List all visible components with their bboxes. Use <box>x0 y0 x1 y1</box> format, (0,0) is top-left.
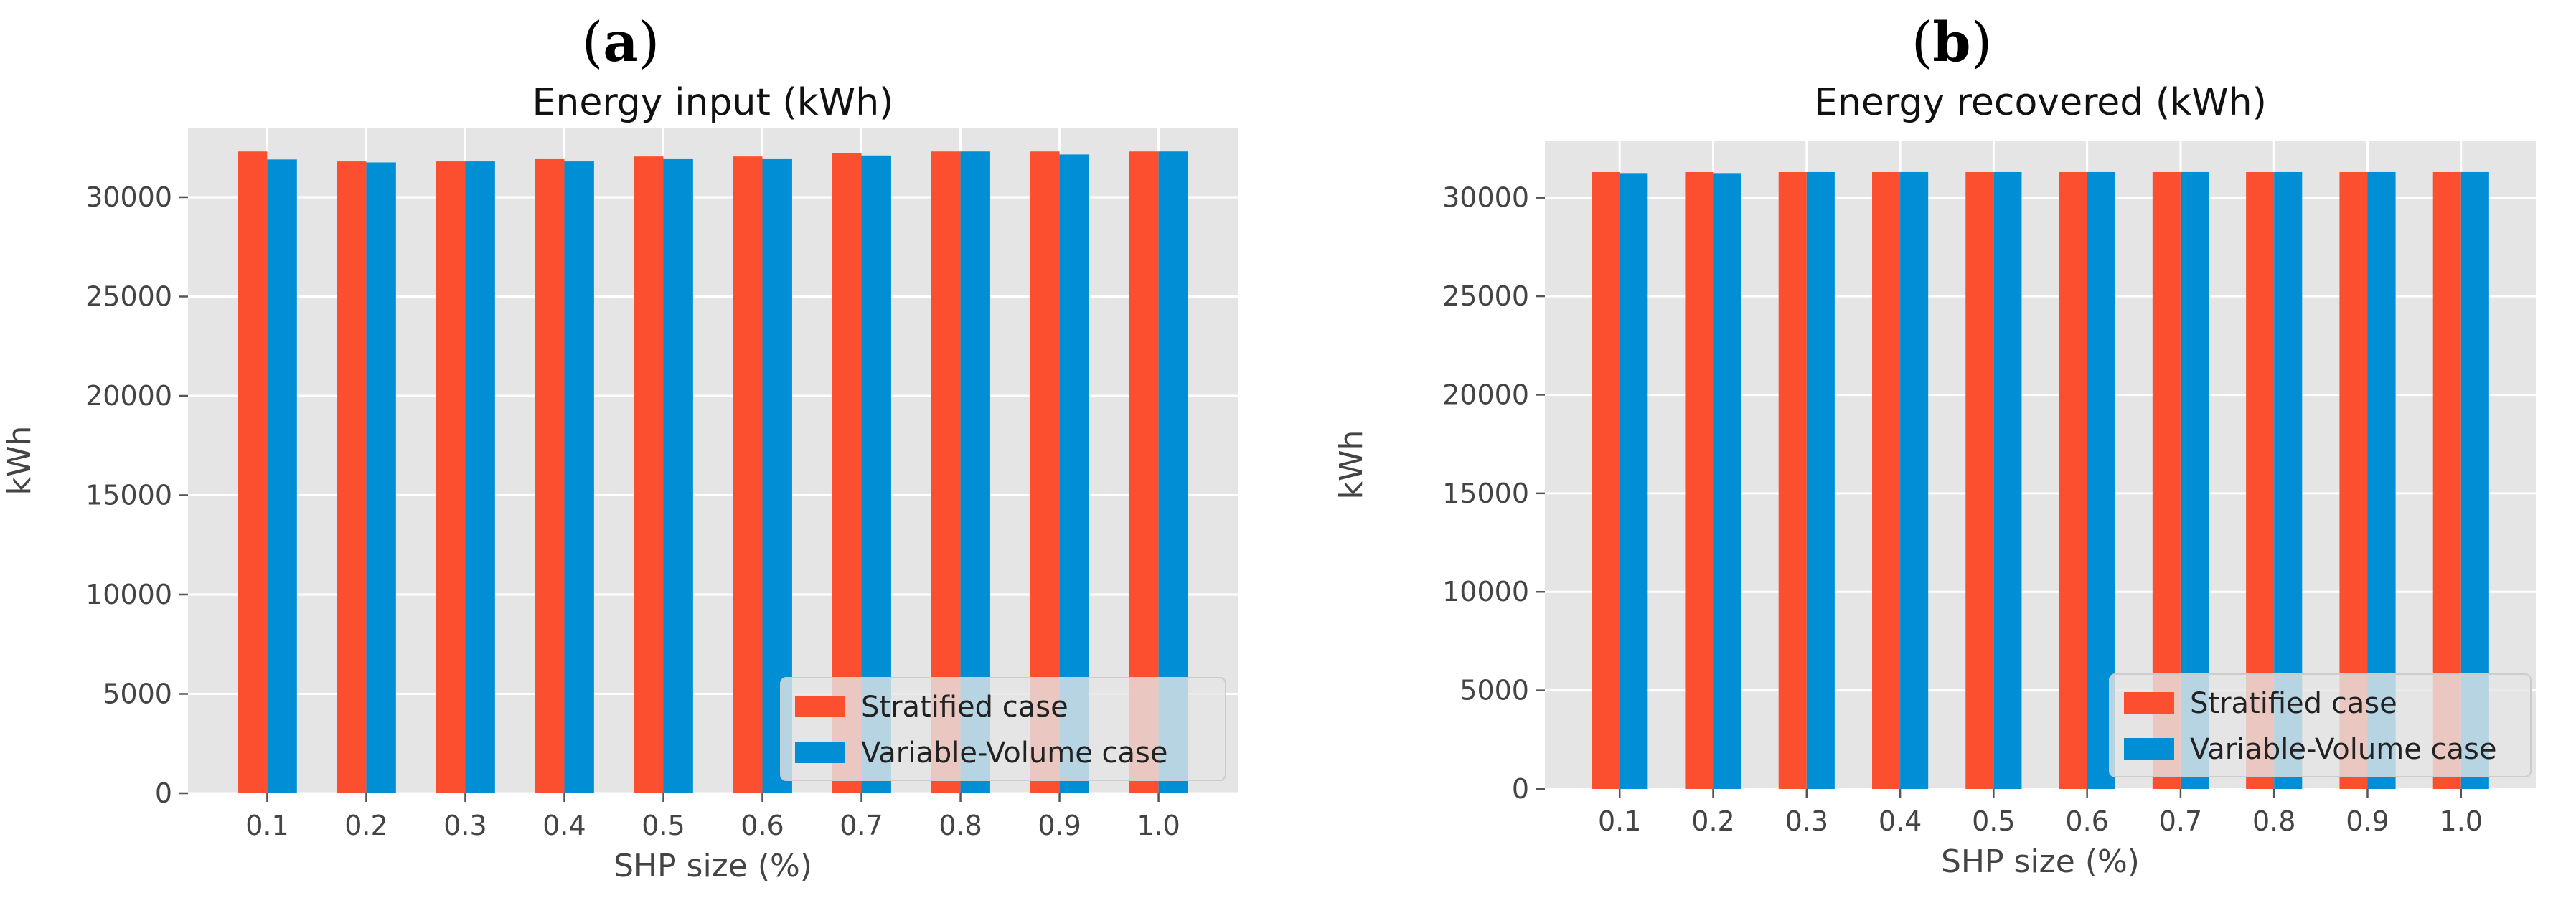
y-tick-label: 5000 <box>103 678 172 709</box>
bar-stratified-0.2 <box>337 161 367 794</box>
x-tick-label: 0.8 <box>939 810 982 841</box>
panel-label-suffix: ) <box>1971 10 1993 74</box>
legend-swatch-stratified <box>2124 692 2174 714</box>
y-tick-label: 5000 <box>1459 675 1529 706</box>
x-tick-label: 0.3 <box>443 810 486 841</box>
x-tick-label: 0.8 <box>2252 805 2295 837</box>
y-tick-label: 25000 <box>85 280 172 312</box>
x-tick-label: 0.3 <box>1785 805 1828 837</box>
y-axis-label: kWh <box>1333 430 1370 500</box>
x-tick-label: 1.0 <box>1137 810 1180 841</box>
x-tick-label: 0.5 <box>641 810 685 841</box>
bar-stratified-0.6 <box>2059 171 2087 790</box>
bar-variable-volume-0.5 <box>1993 171 2022 790</box>
bar-variable-volume-0.5 <box>663 158 693 793</box>
bar-stratified-0.5 <box>1965 171 1994 790</box>
legend-box <box>2109 673 2532 777</box>
x-tick-label: 0.6 <box>2065 805 2108 837</box>
panel-label-prefix: ( <box>582 10 603 74</box>
bar-variable-volume-0.1 <box>267 159 297 793</box>
x-tick-label: 0.7 <box>840 810 883 841</box>
legend-swatch-stratified <box>795 696 845 717</box>
bar-variable-volume-0.4 <box>564 161 594 794</box>
bar-stratified-0.3 <box>1778 171 1807 790</box>
y-tick-label: 10000 <box>85 579 172 610</box>
x-tick-label: 0.9 <box>2346 805 2389 837</box>
panel-label-letter: a <box>603 10 638 74</box>
bar-stratified-0.3 <box>436 161 466 794</box>
x-tick-label: 0.9 <box>1038 810 1081 841</box>
x-axis-label: SHP size (%) <box>1941 843 2140 880</box>
y-tick-label: 15000 <box>1442 478 1529 509</box>
x-tick-label: 0.2 <box>344 810 387 841</box>
y-tick-label: 20000 <box>85 380 172 412</box>
y-tick-label: 0 <box>1512 773 1529 805</box>
chart-panel-b: (b) Energy recovered (kWh) 0 5000 10000 15000… <box>1333 10 2536 880</box>
x-tick-label: 0.1 <box>245 810 288 841</box>
bar-variable-volume-0.4 <box>1900 171 1929 790</box>
bar-variable-volume-0.1 <box>1620 173 1648 789</box>
bar-stratified-0.1 <box>1592 171 1620 790</box>
chart-panel-a: (a) Energy input (kWh) 0 5000 10000 15000 2000… <box>1 10 1238 884</box>
bar-variable-volume-0.3 <box>1806 171 1835 790</box>
legend-box <box>780 677 1226 781</box>
bar-stratified-0.2 <box>1685 171 1714 790</box>
legend-label-stratified: Stratified case <box>2190 687 2397 720</box>
legend: Stratified case Variable-Volume case <box>780 677 1226 781</box>
bar-variable-volume-0.3 <box>465 161 495 794</box>
y-tick-label: 15000 <box>85 479 172 511</box>
chart-title: Energy recovered (kWh) <box>1814 81 2267 124</box>
panel-label-letter: b <box>1932 10 1970 74</box>
legend-swatch-variable-volume <box>795 742 845 763</box>
y-tick-label: 25000 <box>1442 280 1529 312</box>
x-axis-label: SHP size (%) <box>614 848 812 884</box>
y-axis-label: kWh <box>1 426 38 496</box>
x-tick-label: 0.4 <box>1879 805 1922 837</box>
bar-stratified-0.4 <box>535 158 565 793</box>
bar-variable-volume-0.2 <box>1713 173 1741 789</box>
x-tick-label: 0.4 <box>542 810 586 841</box>
x-tick-label: 0.1 <box>1598 805 1641 837</box>
bar-stratified-0.4 <box>1871 171 1901 790</box>
y-tick-label: 30000 <box>1442 182 1529 214</box>
legend: Stratified case Variable-Volume case <box>2109 673 2532 777</box>
panel-label-prefix: ( <box>1912 10 1933 74</box>
y-tick-label: 20000 <box>1442 379 1529 410</box>
bar-variable-volume-0.2 <box>366 162 396 794</box>
x-tick-label: 0.2 <box>1691 805 1734 837</box>
legend-label-variable-volume: Variable-Volume case <box>861 737 1167 770</box>
panel-label: (b) <box>1912 10 1992 74</box>
y-tick-label: 10000 <box>1442 576 1529 607</box>
legend-label-stratified: Stratified case <box>861 691 1068 724</box>
chart-title: Energy input (kWh) <box>532 81 894 124</box>
y-tick-label: 0 <box>155 777 172 809</box>
x-tick-label: 1.0 <box>2440 805 2483 837</box>
legend-swatch-variable-volume <box>2124 738 2174 760</box>
y-tick-label: 30000 <box>85 181 172 213</box>
bar-stratified-0.1 <box>238 151 268 793</box>
x-tick-label: 0.7 <box>2159 805 2202 837</box>
x-tick-label: 0.5 <box>1972 805 2015 837</box>
panel-label-suffix: ) <box>639 10 660 74</box>
x-tick-label: 0.6 <box>741 810 784 841</box>
panel-label: (a) <box>582 10 660 74</box>
bar-stratified-0.5 <box>634 156 664 793</box>
legend-label-variable-volume: Variable-Volume case <box>2190 733 2496 766</box>
bar-stratified-0.6 <box>733 156 763 793</box>
